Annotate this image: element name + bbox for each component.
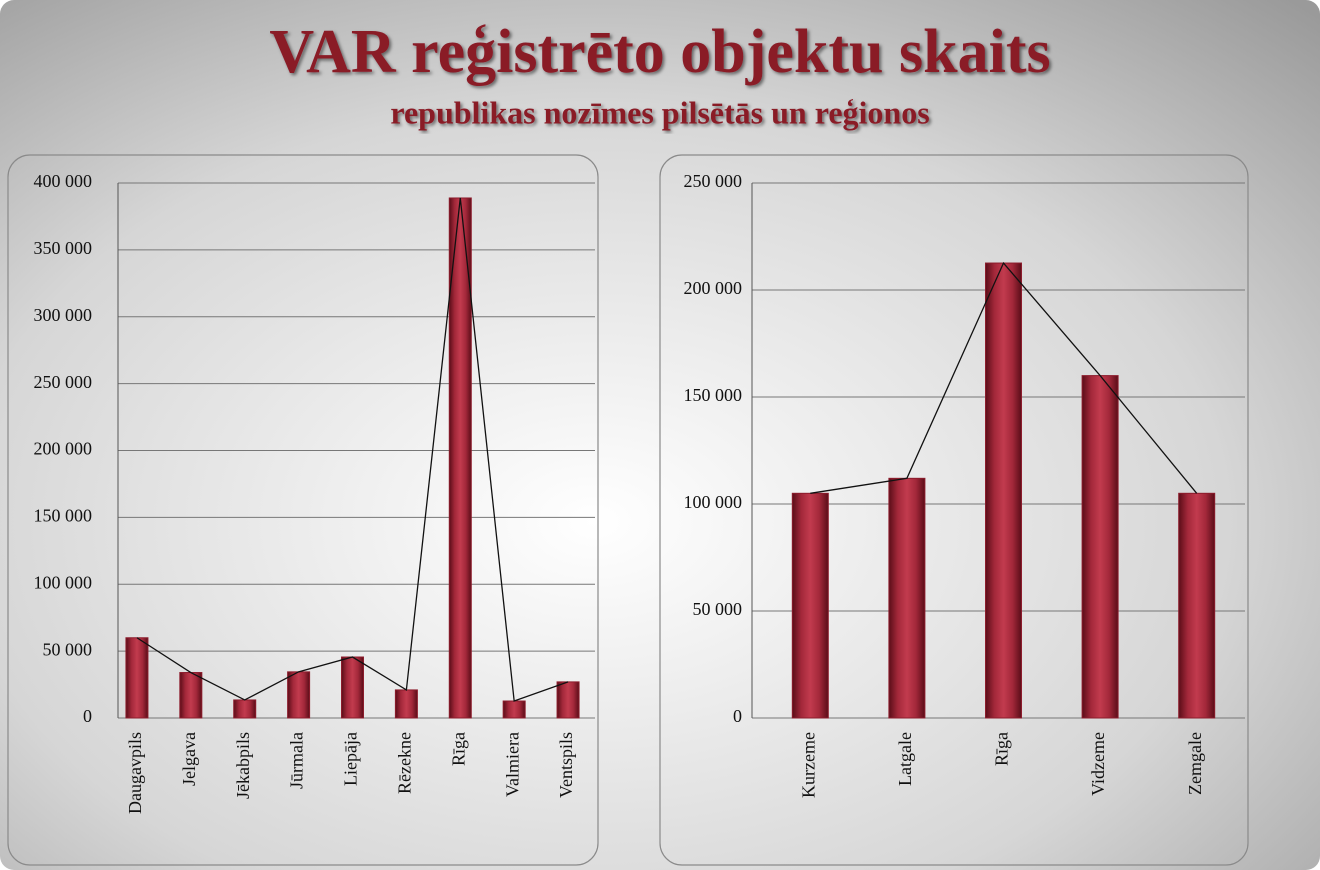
bar — [233, 699, 257, 719]
x-tick-label: Valmiera — [502, 732, 522, 797]
x-tick-label: Rēzekne — [395, 732, 415, 794]
y-tick-label: 100 000 — [34, 572, 93, 592]
bar — [1081, 375, 1119, 719]
y-tick-label: 400 000 — [34, 171, 93, 191]
x-tick-label: Liepāja — [341, 732, 361, 786]
bar — [502, 700, 526, 719]
x-tick-label: Ventspils — [556, 732, 576, 798]
bar — [1178, 492, 1216, 719]
y-tick-label: 100 000 — [684, 492, 743, 512]
bar — [179, 672, 203, 719]
bar — [556, 681, 580, 719]
x-tick-label: Rīga — [448, 732, 468, 766]
bar — [791, 492, 829, 719]
bar — [125, 637, 149, 719]
panel — [7, 154, 599, 866]
title: VAR reģistrēto objektu skaits — [269, 18, 1050, 86]
bar — [287, 671, 311, 719]
bar — [985, 262, 1022, 719]
x-tick-label: Latgale — [895, 732, 915, 786]
trend-line — [136, 197, 569, 702]
y-tick-label: 250 000 — [34, 372, 93, 392]
subtitle: republikas nozīmes pilsētās un reģionos — [390, 94, 929, 130]
x-tick-label: Vidzeme — [1088, 732, 1108, 796]
x-tick-label: Daugavpils — [125, 732, 145, 814]
y-tick-label: 250 000 — [684, 171, 743, 191]
x-tick-label: Zemgale — [1185, 732, 1205, 795]
x-tick-label: Kurzeme — [798, 732, 818, 798]
y-tick-label: 0 — [83, 706, 92, 726]
x-tick-label: Jēkabpils — [233, 732, 253, 799]
panel — [659, 154, 1249, 866]
bar — [341, 656, 364, 719]
y-tick-label: 150 000 — [34, 506, 93, 526]
bar — [888, 477, 926, 719]
trend-line — [810, 261, 1198, 494]
y-tick-label: 50 000 — [693, 599, 743, 619]
x-tick-label: Jelgava — [179, 732, 199, 786]
bar — [448, 197, 472, 719]
y-tick-label: 300 000 — [34, 305, 93, 325]
x-tick-label: Rīga — [992, 732, 1012, 766]
bar — [394, 689, 418, 719]
x-tick-label: Jūrmala — [287, 732, 307, 789]
y-tick-label: 0 — [733, 706, 742, 726]
y-tick-label: 200 000 — [34, 439, 93, 459]
y-tick-label: 200 000 — [684, 278, 743, 298]
y-tick-label: 150 000 — [684, 385, 743, 405]
y-tick-label: 350 000 — [34, 238, 93, 258]
y-tick-label: 50 000 — [43, 639, 93, 659]
